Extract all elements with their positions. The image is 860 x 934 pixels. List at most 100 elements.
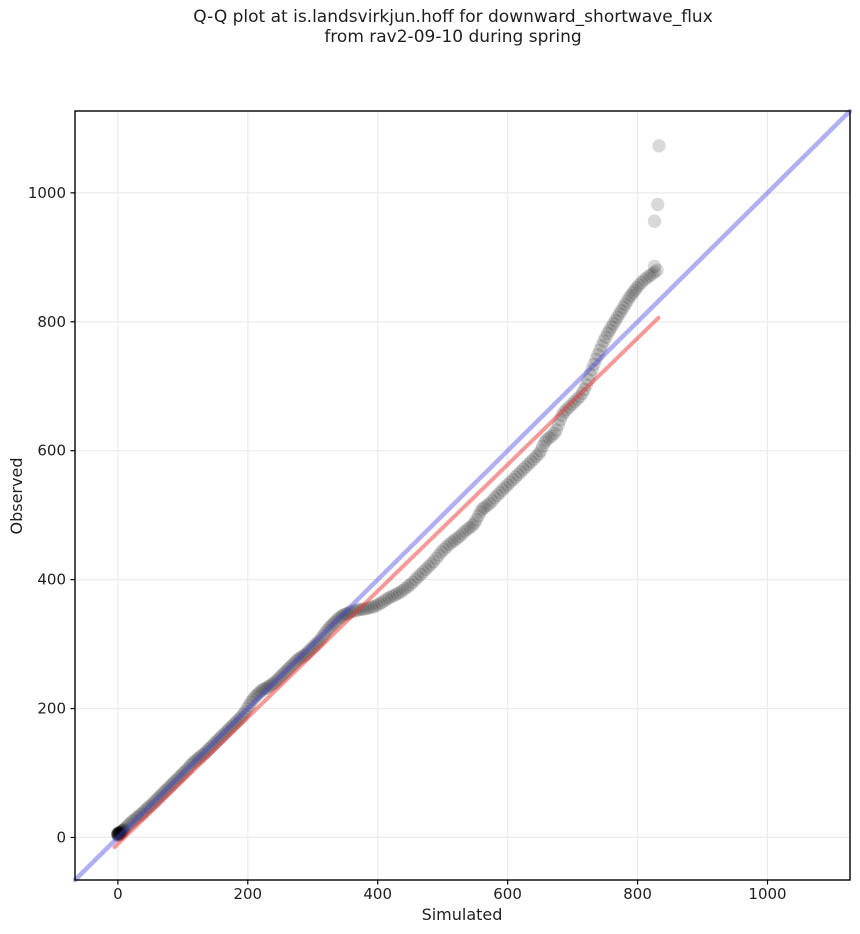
qq-point <box>393 585 407 600</box>
qq-point <box>335 609 350 623</box>
qq-point <box>545 429 559 443</box>
qq-point <box>437 542 451 556</box>
qq-point <box>111 826 125 840</box>
qq-point <box>332 611 346 625</box>
qq-point <box>390 587 404 601</box>
qq-point <box>261 679 276 694</box>
qq-point <box>330 613 344 627</box>
qq-point <box>549 423 564 437</box>
qq-point <box>112 826 126 840</box>
qq-point <box>398 581 412 596</box>
qq-point <box>429 551 443 565</box>
qq-point <box>385 589 399 604</box>
chart-title: Q-Q plot at is.landsvirkjun.hoff for dow… <box>53 7 853 47</box>
y-tick-label: 200 <box>37 700 66 718</box>
qq-point <box>458 524 472 538</box>
qq-point <box>498 480 512 495</box>
qq-point <box>587 357 601 371</box>
qq-point <box>490 488 504 502</box>
qq-point <box>265 677 280 691</box>
qq-point <box>477 500 491 515</box>
qq-point <box>419 562 433 576</box>
qq-point <box>244 695 258 709</box>
qq-point <box>585 362 599 377</box>
qq-point <box>377 594 391 608</box>
qq-point <box>465 518 480 533</box>
y-tick-label: 0 <box>56 829 66 847</box>
qq-point <box>536 439 550 453</box>
qq-point <box>480 498 494 513</box>
y-tick-label: 400 <box>37 571 66 589</box>
qq-point <box>320 623 334 638</box>
qq-point <box>416 565 430 579</box>
qq-point <box>618 297 632 312</box>
qq-point <box>334 610 348 624</box>
y-tick-label: 600 <box>37 442 66 460</box>
x-axis-label: Simulated <box>421 905 503 924</box>
qq-point <box>447 533 462 547</box>
qq-point <box>475 502 489 517</box>
qq-point <box>634 275 649 290</box>
qq-point <box>367 600 381 614</box>
qq-point <box>500 478 515 492</box>
qq-point <box>439 540 454 554</box>
qq-point <box>647 259 662 273</box>
qq-point <box>547 426 562 440</box>
qq-point <box>328 615 342 629</box>
qq-point <box>426 554 441 569</box>
qq-point <box>529 449 543 464</box>
qq-point <box>471 509 486 523</box>
qq-point <box>413 567 428 582</box>
qq-point <box>601 326 615 341</box>
qq-point <box>493 485 507 500</box>
plot-area <box>75 111 850 880</box>
qq-point <box>242 698 256 712</box>
x-tick-label: 200 <box>233 885 262 903</box>
qq-point <box>432 548 446 562</box>
qq-point <box>263 678 278 692</box>
qq-point <box>369 598 384 613</box>
qq-point <box>387 588 402 602</box>
chart-title-line1: Q-Q plot at is.landsvirkjun.hoff for dow… <box>193 7 713 27</box>
qq-point <box>539 433 554 447</box>
qq-point <box>606 317 621 331</box>
qq-point <box>628 283 642 297</box>
qq-point <box>645 267 659 281</box>
qq-point <box>511 467 525 482</box>
qq-point <box>626 286 640 300</box>
fit-line <box>112 315 661 850</box>
qq-point <box>612 307 627 321</box>
qq-point <box>534 444 548 458</box>
qq-point <box>250 688 264 702</box>
qq-point <box>632 278 646 292</box>
qq-point <box>624 288 638 303</box>
qq-point <box>503 475 517 489</box>
qq-point <box>608 313 623 328</box>
qq-point <box>406 575 420 589</box>
qq-point <box>450 531 464 546</box>
qq-point <box>495 483 510 497</box>
qq-point <box>408 572 423 587</box>
qq-point <box>593 343 607 357</box>
qq-point <box>442 537 456 551</box>
qq-point <box>445 535 459 549</box>
qq-point <box>599 330 613 344</box>
qq-point <box>326 617 340 631</box>
qq-point <box>434 545 449 559</box>
qq-point <box>620 294 634 308</box>
qq-point <box>460 522 475 536</box>
y-tick-label: 800 <box>37 313 66 331</box>
qq-point <box>604 320 619 334</box>
x-tick-label: 1000 <box>748 885 786 903</box>
qq-point <box>380 592 394 606</box>
qq-point <box>640 271 654 285</box>
qq-point <box>364 600 378 614</box>
qq-point <box>622 291 636 305</box>
qq-point <box>463 520 477 535</box>
qq-point <box>421 560 436 574</box>
qq-point <box>506 473 520 487</box>
qq-point <box>411 570 425 584</box>
qq-point <box>597 334 611 348</box>
qq-point <box>637 273 651 287</box>
